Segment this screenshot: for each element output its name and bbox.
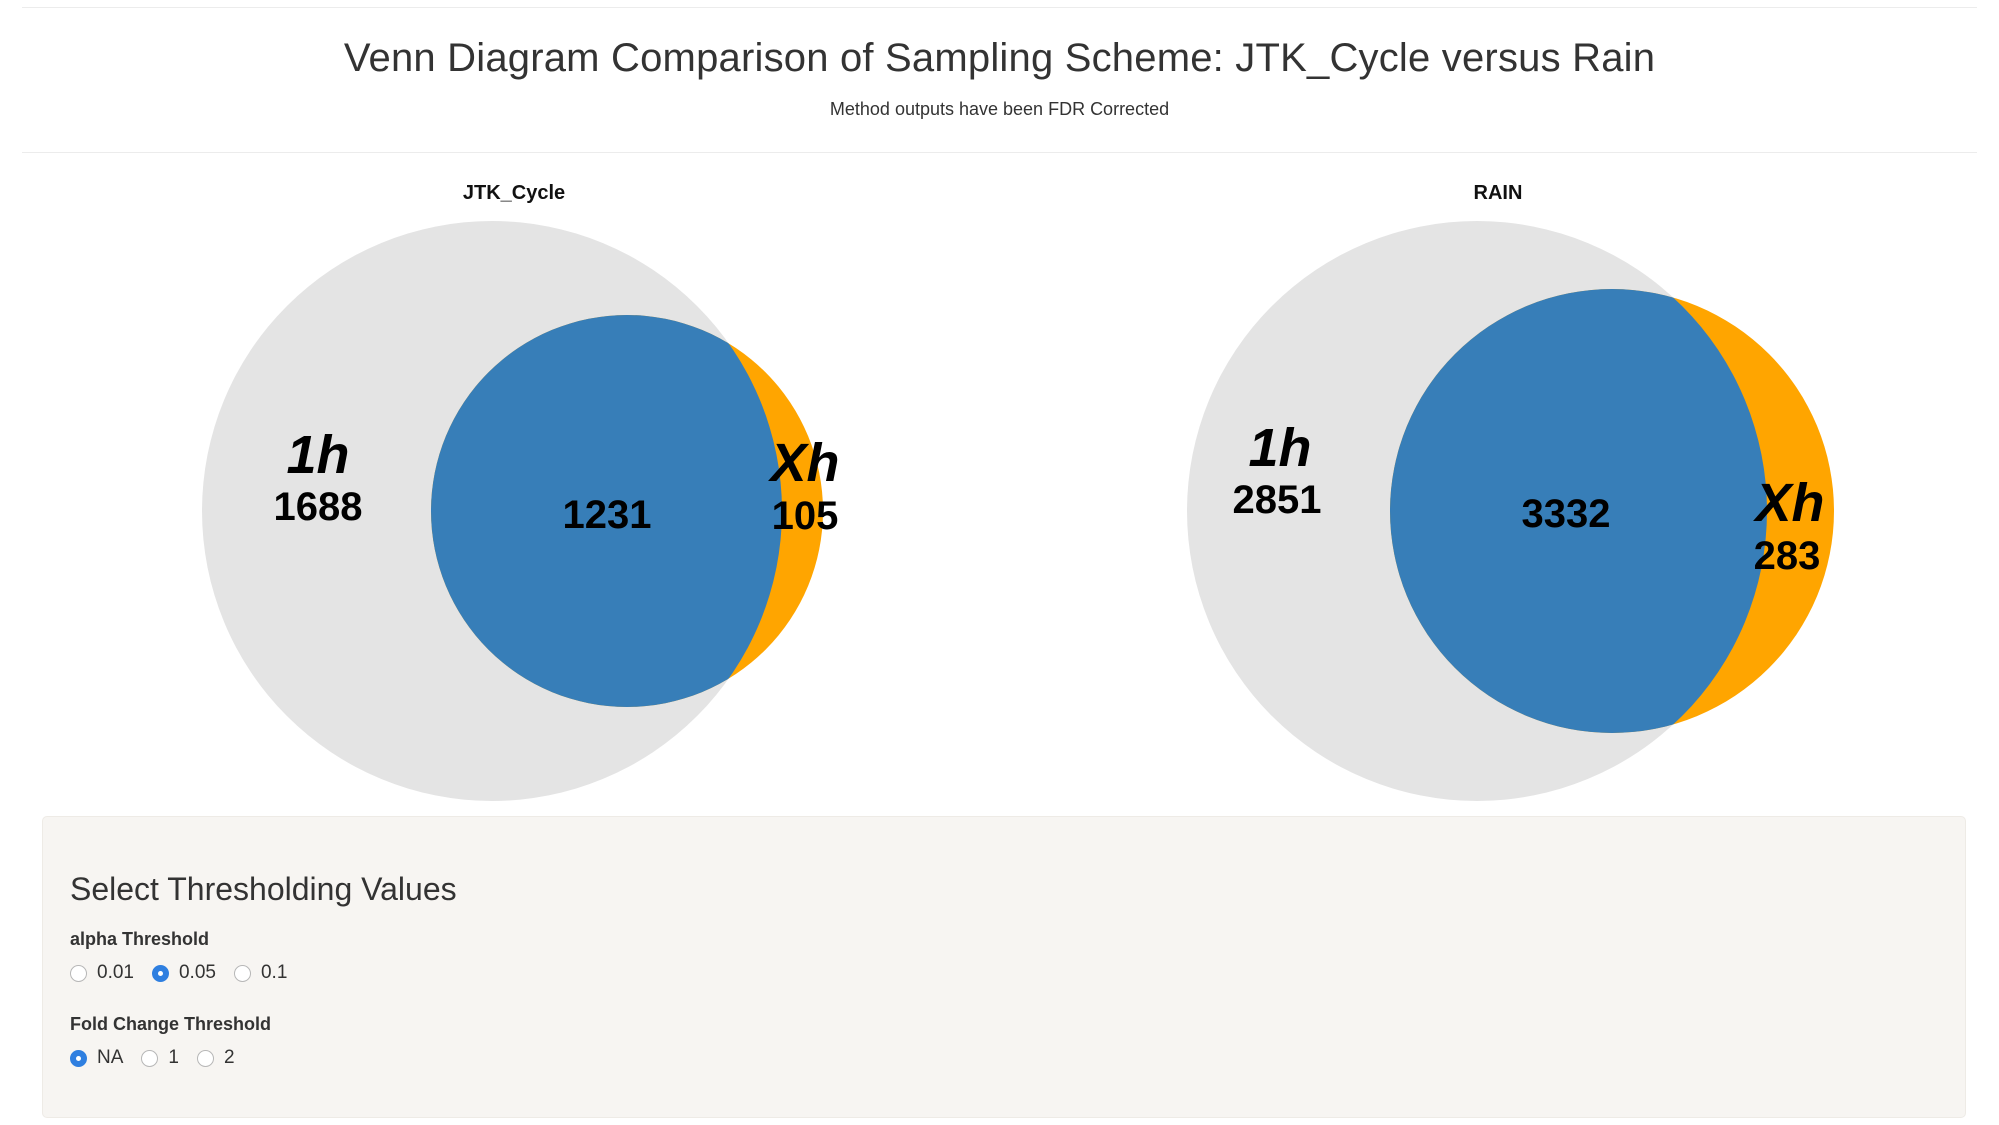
page-subtitle: Method outputs have been FDR Corrected <box>829 99 1170 119</box>
intersection-region <box>1390 289 1767 733</box>
venn-svg-rain: RAIN 1h 2851 3332 Xh 283 <box>1187 182 1834 801</box>
alpha-option-0-1[interactable]: 0.1 <box>233 962 288 984</box>
radio-option-label: 0.01 <box>97 962 134 983</box>
radio-option-label: 2 <box>223 1047 235 1068</box>
radio-button[interactable] <box>70 964 87 982</box>
fold-change-threshold-label: Fold Change Threshold <box>70 1014 271 1034</box>
radio-option-label: 1 <box>168 1047 179 1068</box>
fold-change-radio-group: NA 1 2 <box>70 1047 253 1069</box>
count-only-xh: 105 <box>772 494 839 538</box>
top-divider <box>22 7 1977 8</box>
page-title: Venn Diagram Comparison of Sampling Sche… <box>343 36 1656 80</box>
radio-option-label: 0.05 <box>178 962 216 983</box>
alpha-threshold-label: alpha Threshold <box>70 929 210 949</box>
radio-option-label: NA <box>97 1047 124 1068</box>
radio-button[interactable] <box>196 1049 214 1067</box>
venn-svg-jtk-cycle: JTK_Cycle 1h 1688 1231 Xh 105 <box>202 182 840 801</box>
radio-option-label: 0.1 <box>260 962 288 983</box>
venn-title: JTK_Cycle <box>463 182 565 204</box>
venn-diagram-rain: RAIN 1h 2851 3332 Xh 283 <box>999 168 1999 818</box>
count-intersection: 3332 <box>1522 492 1611 536</box>
count-only-1h: 1688 <box>274 485 363 529</box>
radio-button[interactable] <box>141 1049 159 1067</box>
count-only-1h: 2851 <box>1233 478 1322 522</box>
venn-title: RAIN <box>1474 182 1523 204</box>
threshold-controls-panel: Select Thresholding Values alpha Thresho… <box>42 816 1966 1118</box>
intersection-region <box>431 315 782 707</box>
count-only-xh: 283 <box>1754 534 1821 578</box>
radio-button[interactable] <box>233 964 251 982</box>
set-label-xh: Xh <box>1752 473 1824 533</box>
set-label-1h: 1h <box>286 425 349 485</box>
alpha-option-0-05[interactable]: 0.05 <box>151 962 216 984</box>
count-intersection: 1231 <box>563 493 652 537</box>
panel-title: Select Thresholding Values <box>70 871 457 907</box>
fold-option-2[interactable]: 2 <box>196 1047 235 1069</box>
alpha-threshold-radio-group: 0.01 0.05 0.1 <box>70 962 305 984</box>
venn-diagram-jtk-cycle: JTK_Cycle 1h 1688 1231 Xh 105 <box>0 168 1000 818</box>
page-header: Venn Diagram Comparison of Sampling Sche… <box>0 0 1999 152</box>
fold-option-na[interactable]: NA <box>70 1047 123 1069</box>
header-divider <box>22 152 1977 153</box>
radio-button[interactable] <box>151 964 169 982</box>
alpha-option-0-01[interactable]: 0.01 <box>70 962 134 984</box>
set-label-1h: 1h <box>1248 418 1311 478</box>
radio-button[interactable] <box>70 1049 87 1067</box>
fold-option-1[interactable]: 1 <box>141 1047 179 1069</box>
set-label-xh: Xh <box>767 433 839 493</box>
